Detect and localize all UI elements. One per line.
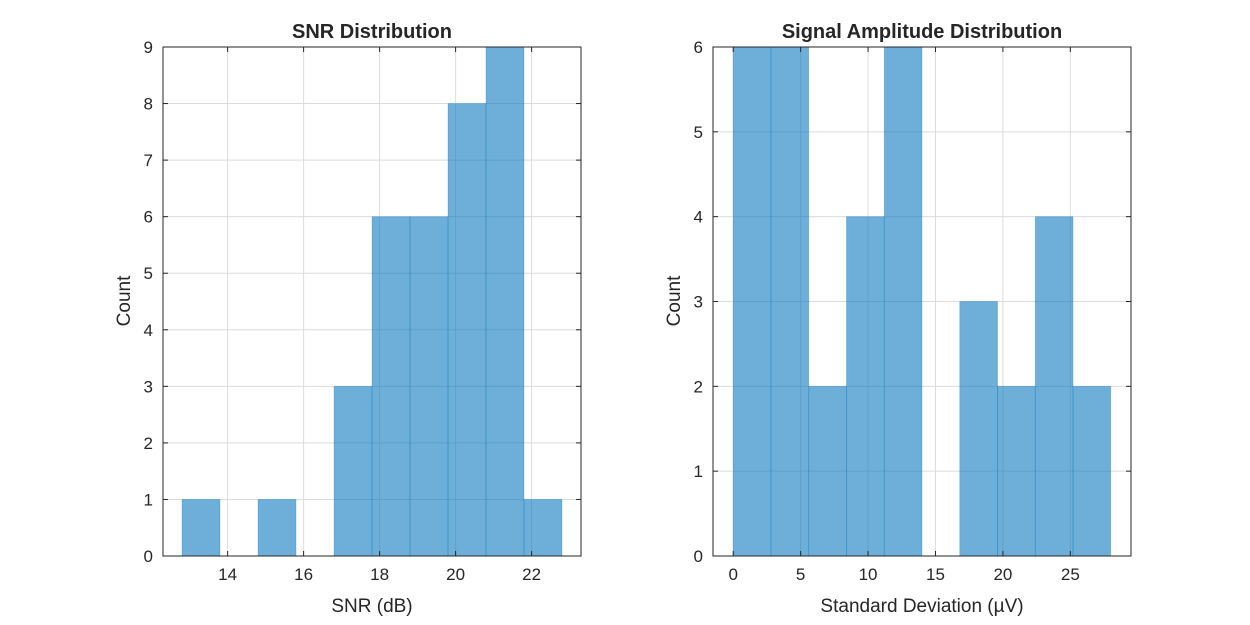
histogram-bar xyxy=(523,499,563,557)
histogram-bar xyxy=(257,499,297,557)
histogram-bar xyxy=(959,301,998,557)
y-tick-label: 2 xyxy=(694,377,703,396)
y-tick-label: 6 xyxy=(694,38,703,57)
bars xyxy=(181,46,563,557)
y-tick-label: 9 xyxy=(144,38,153,57)
y-tick-label: 2 xyxy=(144,434,153,453)
histogram-bar xyxy=(770,46,810,557)
histogram-bar xyxy=(808,385,847,557)
y-axis-label: Count xyxy=(664,275,685,326)
x-axis-label: SNR (dB) xyxy=(331,596,412,617)
y-tick-label: 1 xyxy=(144,490,153,509)
y-tick-label: 1 xyxy=(694,462,703,481)
histogram-bar xyxy=(1034,216,1074,557)
y-tick-label: 5 xyxy=(694,123,703,142)
x-tick-label: 5 xyxy=(796,565,805,584)
y-tick-label: 3 xyxy=(694,293,703,312)
x-tick-label: 0 xyxy=(728,565,737,584)
histogram-bar xyxy=(1072,385,1112,557)
chart-title: Signal Amplitude Distribution xyxy=(782,21,1062,43)
histogram-bar xyxy=(447,103,487,557)
x-tick-label: 20 xyxy=(446,565,465,584)
histogram-bar xyxy=(485,46,525,557)
amplitude-histogram-panel: Signal Amplitude Distribution Standard D… xyxy=(664,21,1132,617)
y-tick-label: 0 xyxy=(144,547,153,566)
x-tick-label: 16 xyxy=(294,565,313,584)
chart-title: SNR Distribution xyxy=(292,21,452,43)
histogram-bar xyxy=(732,46,772,557)
histogram-bar xyxy=(997,385,1036,557)
x-tick-label: 15 xyxy=(926,565,945,584)
y-tick-label: 4 xyxy=(144,321,153,340)
histogram-bar xyxy=(409,216,449,557)
x-tick-label: 18 xyxy=(370,565,389,584)
histogram-bar xyxy=(371,216,411,557)
y-tick-label: 8 xyxy=(144,95,153,114)
x-axis-label: Standard Deviation (µV) xyxy=(820,596,1023,617)
y-tick-label: 5 xyxy=(144,264,153,283)
bars xyxy=(732,46,1112,557)
y-tick-label: 4 xyxy=(694,208,703,227)
x-tick-label: 22 xyxy=(522,565,541,584)
x-tick-label: 20 xyxy=(993,565,1012,584)
snr-histogram-panel: SNR Distribution SNR (dB) Count 14 16 18 20… xyxy=(114,21,582,617)
y-tick-label: 0 xyxy=(694,547,703,566)
x-tick-label: 14 xyxy=(218,565,237,584)
y-tick-label: 7 xyxy=(144,151,153,170)
x-tick-label: 25 xyxy=(1061,565,1080,584)
histogram-bar xyxy=(883,46,923,557)
y-tick-label: 3 xyxy=(144,377,153,396)
x-tick-label: 10 xyxy=(859,565,878,584)
y-axis-label: Count xyxy=(114,275,135,326)
histogram-bar xyxy=(181,499,221,557)
axes-frame xyxy=(162,46,582,557)
histogram-bar xyxy=(846,216,885,557)
histogram-bar xyxy=(333,385,373,557)
y-tick-label: 6 xyxy=(144,208,153,227)
